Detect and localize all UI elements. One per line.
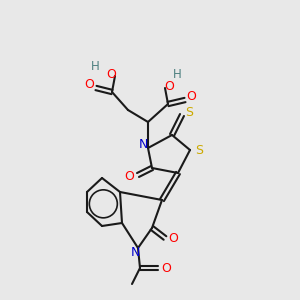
Text: O: O [168, 232, 178, 245]
Text: N: N [138, 139, 148, 152]
Text: O: O [106, 68, 116, 80]
Text: O: O [161, 262, 171, 275]
Text: N: N [130, 247, 140, 260]
Text: O: O [164, 80, 174, 92]
Text: H: H [172, 68, 182, 80]
Text: O: O [186, 91, 196, 103]
Text: S: S [195, 145, 203, 158]
Text: O: O [84, 79, 94, 92]
Text: S: S [185, 106, 193, 118]
Text: O: O [124, 169, 134, 182]
Text: H: H [91, 59, 99, 73]
